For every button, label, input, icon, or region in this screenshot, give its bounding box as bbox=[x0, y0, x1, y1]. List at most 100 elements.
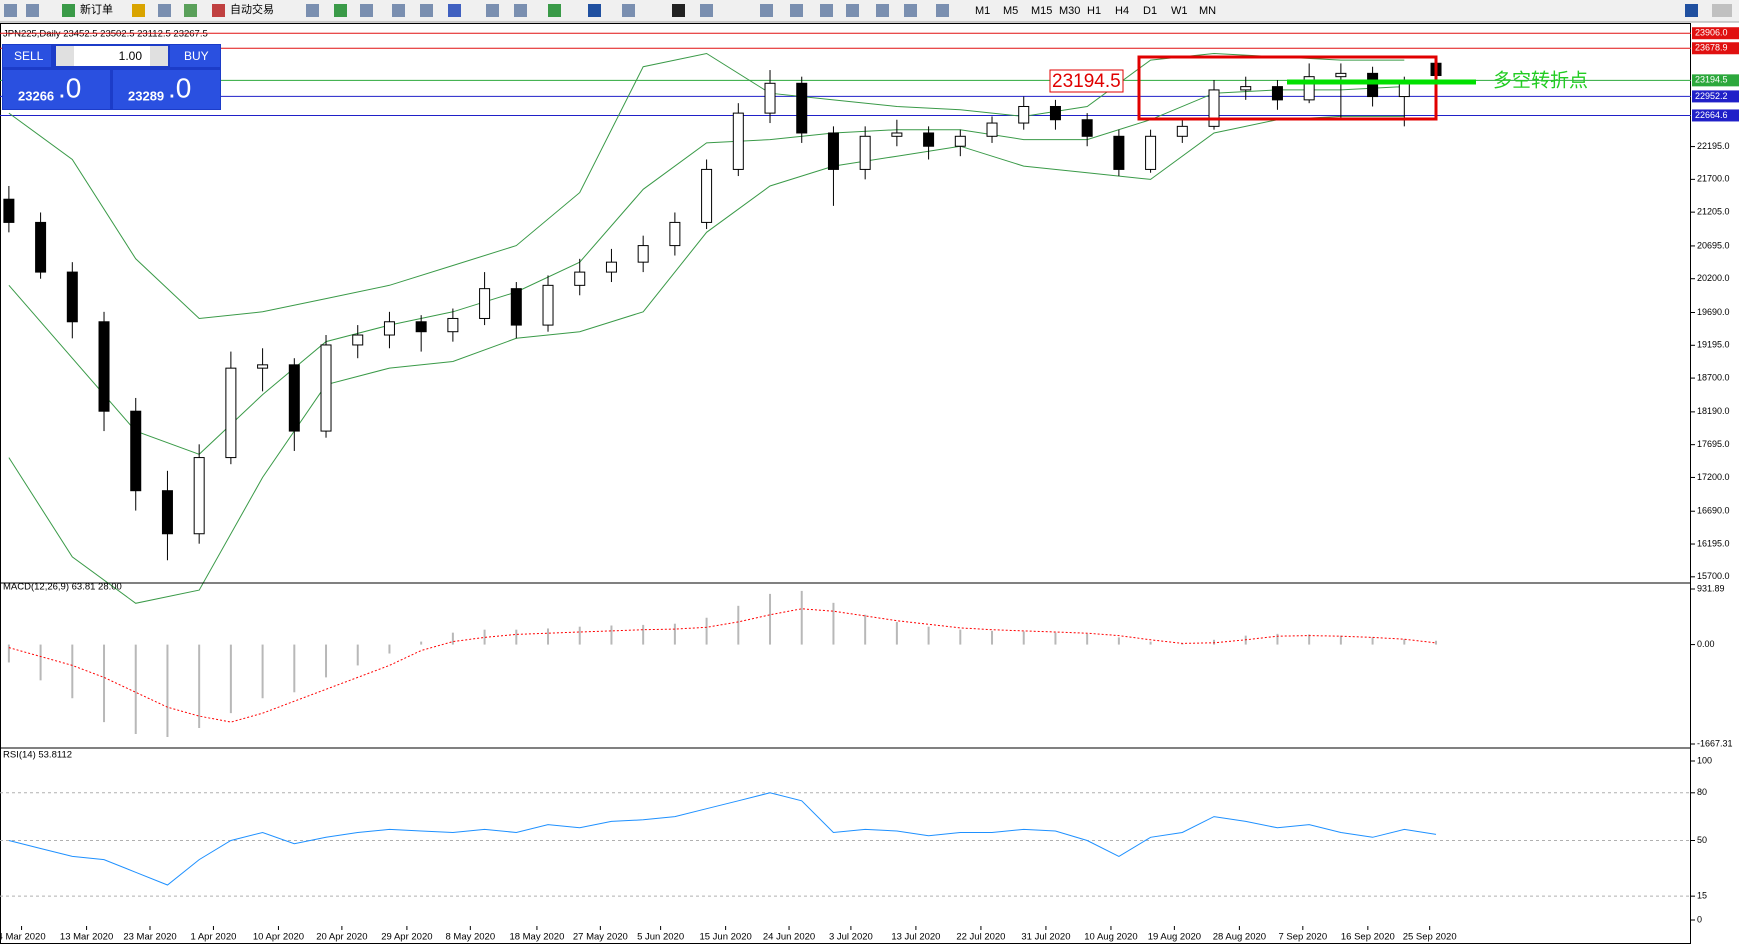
price-level-label: 23678.9 bbox=[1695, 43, 1728, 53]
panel-title: JPN225,Daily 23452.5 23502.5 23112.5 232… bbox=[3, 29, 208, 40]
candle-body bbox=[859, 135, 871, 170]
y-tick-label: 19690.0 bbox=[1697, 307, 1730, 317]
y-tick-label: 16690.0 bbox=[1697, 506, 1730, 516]
y-tick-label: 20695.0 bbox=[1697, 240, 1730, 250]
x-tick-label: 7 Sep 2020 bbox=[1279, 932, 1328, 943]
x-tick-label: 29 Apr 2020 bbox=[381, 932, 432, 943]
y-tick-label: 18700.0 bbox=[1697, 372, 1730, 382]
candle-body bbox=[225, 367, 237, 459]
price-level-label: 23194.5 bbox=[1695, 75, 1728, 85]
x-tick-label: 25 Sep 2020 bbox=[1403, 932, 1457, 943]
timeframe[interactable]: H1 bbox=[1087, 5, 1101, 17]
toolbar bbox=[0, 0, 1739, 22]
candle-body bbox=[764, 82, 776, 114]
candle-body bbox=[891, 132, 903, 137]
x-tick-label: 20 Apr 2020 bbox=[316, 932, 367, 943]
candle-body bbox=[288, 364, 300, 432]
x-tick-label: 28 Aug 2020 bbox=[1213, 932, 1266, 943]
timeframe[interactable]: MN bbox=[1199, 5, 1216, 17]
timeframe[interactable]: W1 bbox=[1171, 5, 1188, 17]
candle-body bbox=[1145, 135, 1157, 170]
price-level-box bbox=[1692, 74, 1739, 87]
macd-signal bbox=[8, 608, 1437, 723]
candle-body bbox=[923, 132, 935, 147]
sell-price-big: .0 bbox=[58, 72, 81, 103]
candle-body bbox=[3, 198, 15, 223]
candle-body bbox=[1398, 82, 1410, 98]
candle-body bbox=[1049, 105, 1061, 121]
new-order[interactable]: 新订单 bbox=[80, 2, 113, 16]
x-tick-label: 19 Aug 2020 bbox=[1148, 932, 1201, 943]
candle-body bbox=[1081, 119, 1093, 137]
x-tick-label: 23 Mar 2020 bbox=[123, 932, 176, 943]
buy-price-big: .0 bbox=[168, 72, 191, 103]
price-level-box bbox=[1692, 42, 1739, 55]
x-tick-label: 13 Jul 2020 bbox=[891, 932, 940, 943]
candle-body bbox=[986, 122, 998, 137]
y-tick-label: 0 bbox=[1697, 914, 1702, 924]
y-tick-label: 16195.0 bbox=[1697, 538, 1730, 548]
y-tick-label: 17695.0 bbox=[1697, 439, 1730, 449]
candle-body bbox=[352, 334, 364, 346]
x-tick-label: 31 Jul 2020 bbox=[1021, 932, 1070, 943]
x-tick-label: 16 Sep 2020 bbox=[1341, 932, 1395, 943]
candle-body bbox=[796, 82, 808, 134]
x-tick-label: 5 Jun 2020 bbox=[637, 932, 684, 943]
y-tick-label: 15 bbox=[1697, 891, 1707, 901]
timeframe[interactable]: M15 bbox=[1031, 5, 1052, 17]
buy-price: 23289 bbox=[128, 88, 164, 103]
y-tick-label: 17200.0 bbox=[1697, 472, 1730, 482]
x-tick-label: 3 Jul 2020 bbox=[829, 932, 873, 943]
y-tick-label: -1667.31 bbox=[1697, 738, 1733, 748]
rsi-line bbox=[8, 792, 1437, 886]
auto-trading[interactable]: 自动交易 bbox=[230, 2, 274, 16]
price-level-label: 22952.2 bbox=[1695, 91, 1728, 101]
y-tick-label: 21700.0 bbox=[1697, 174, 1730, 184]
timeframe[interactable]: M1 bbox=[975, 5, 990, 17]
candle-body bbox=[161, 490, 173, 535]
annotation-box bbox=[1049, 69, 1124, 93]
y-tick-label: 80 bbox=[1697, 787, 1707, 797]
x-tick-label: 10 Aug 2020 bbox=[1084, 932, 1137, 943]
one-click-panel bbox=[2, 44, 221, 110]
bollinger-middle bbox=[8, 86, 1405, 455]
timeframe[interactable]: D1 bbox=[1143, 5, 1157, 17]
y-tick-label: 20200.0 bbox=[1697, 273, 1730, 283]
candle-body bbox=[732, 112, 744, 170]
price-level-box bbox=[1692, 90, 1739, 103]
candle-body bbox=[637, 245, 649, 263]
candle-body bbox=[1018, 105, 1030, 124]
toolbar-icons bbox=[4, 4, 1732, 17]
panel-title: RSI(14) 53.8112 bbox=[3, 750, 72, 761]
annotation-note: 多空转折点 bbox=[1493, 70, 1588, 92]
y-tick-label: 15700.0 bbox=[1697, 571, 1730, 581]
candle-body bbox=[383, 321, 395, 336]
x-tick-label: 22 Jul 2020 bbox=[956, 932, 1005, 943]
candle-body bbox=[1240, 86, 1252, 91]
range-box bbox=[1137, 55, 1438, 121]
price-level-label: 23906.0 bbox=[1695, 28, 1728, 38]
candle-body bbox=[130, 410, 142, 492]
sell-button[interactable] bbox=[3, 45, 51, 67]
candle-body bbox=[257, 364, 269, 369]
candle-body bbox=[35, 221, 47, 273]
candle-body bbox=[1271, 86, 1283, 101]
sell-label[interactable]: SELL bbox=[14, 49, 44, 63]
timeframe[interactable]: M5 bbox=[1003, 5, 1018, 17]
price-level-label: 22664.6 bbox=[1695, 110, 1728, 120]
panel-title: MACD(12,26,9) 63.81 28.00 bbox=[3, 582, 122, 593]
y-tick-label: 50 bbox=[1697, 835, 1707, 845]
timeframe[interactable]: H4 bbox=[1115, 5, 1129, 17]
candle-body bbox=[1335, 72, 1347, 78]
buy-label[interactable]: BUY bbox=[184, 49, 209, 63]
y-tick-label: 931.89 bbox=[1697, 583, 1725, 593]
candle-body bbox=[510, 288, 522, 326]
volume[interactable]: 1.00 bbox=[119, 49, 143, 63]
candle-body bbox=[827, 132, 839, 170]
candle-body bbox=[1367, 72, 1379, 98]
x-tick-label: 10 Apr 2020 bbox=[253, 932, 304, 943]
price-level-box bbox=[1692, 109, 1739, 122]
buy-button[interactable] bbox=[170, 45, 220, 67]
candle-body bbox=[66, 271, 78, 323]
timeframe[interactable]: M30 bbox=[1059, 5, 1080, 17]
